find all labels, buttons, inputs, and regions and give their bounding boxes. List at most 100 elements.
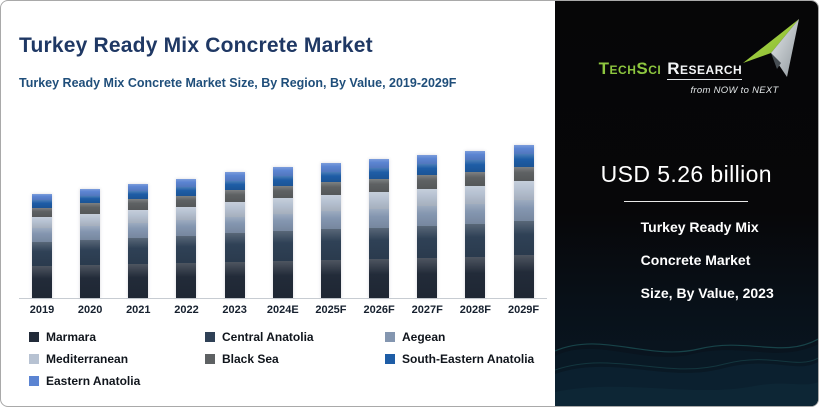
chart-section: Turkey Ready Mix Concrete Market Turkey … — [1, 1, 555, 406]
bar-segment-marmara — [176, 263, 197, 298]
stacked-bar-2022 — [176, 179, 197, 298]
brand-name-primary: TechSci — [598, 59, 662, 78]
legend-swatch — [205, 354, 215, 364]
bar-segment-black-sea — [32, 207, 52, 218]
x-axis-label: 2022 — [174, 304, 199, 316]
bar-segment-aegean — [80, 225, 101, 240]
chart-subtitle: Turkey Ready Mix Concrete Market Size, B… — [19, 76, 457, 90]
bar-segment-black-sea — [320, 182, 341, 196]
bar-segment-central-anatolia — [128, 238, 149, 265]
bar-segment-south-eastern-anatolia — [417, 163, 438, 176]
metric-caption-line: Size, By Value, 2023 — [640, 285, 774, 301]
plot-area — [19, 139, 547, 299]
wave-decoration — [554, 338, 818, 406]
bar-column — [165, 179, 207, 298]
bar-segment-marmara — [32, 266, 52, 298]
bar-segment-central-anatolia — [80, 239, 101, 266]
stacked-bar-2025f — [320, 162, 341, 298]
brand-name-secondary: Research — [667, 59, 743, 80]
legend-swatch — [385, 354, 395, 364]
legend-label: Marmara — [46, 330, 97, 344]
bar-segment-eastern-anatolia — [32, 193, 52, 201]
page-title: Turkey Ready Mix Concrete Market — [19, 34, 373, 57]
bar-segment-black-sea — [465, 172, 486, 186]
bar-column — [262, 167, 304, 298]
bar-segment-eastern-anatolia — [465, 151, 486, 161]
bar-segment-black-sea — [417, 175, 438, 189]
bar-segment-south-eastern-anatolia — [224, 180, 245, 190]
metric-divider — [624, 201, 749, 202]
bar-segment-central-anatolia — [369, 227, 390, 259]
stacked-bar-2026f — [369, 159, 390, 298]
bar-segment-central-anatolia — [224, 233, 245, 262]
bar-segment-marmara — [417, 257, 438, 298]
bar-segment-south-eastern-anatolia — [465, 160, 486, 173]
bar-segment-mediterranean — [80, 213, 101, 226]
bar-segment-central-anatolia — [272, 231, 293, 261]
bar-segment-eastern-anatolia — [176, 179, 197, 188]
stacked-bar-2027f — [417, 154, 438, 298]
bar-segment-marmara — [224, 262, 245, 298]
bar-segment-marmara — [272, 260, 293, 298]
metric-caption-line: Concrete Market — [640, 252, 751, 268]
bar-segment-mediterranean — [272, 198, 293, 214]
bar-segment-eastern-anatolia — [369, 159, 390, 169]
x-axis-label: 2024E — [266, 304, 299, 316]
bar-column — [358, 159, 400, 298]
legend-label: Central Anatolia — [222, 330, 314, 344]
legend-swatch — [385, 332, 395, 342]
bar-column — [406, 154, 448, 298]
bar-column — [69, 188, 111, 298]
x-axis-label: 2028F — [459, 304, 491, 316]
bar-segment-marmara — [465, 256, 486, 298]
bar-segment-eastern-anatolia — [320, 162, 341, 173]
metric-caption: Turkey Ready Mix Concrete Market Size, B… — [555, 211, 818, 310]
x-axis-label: 2021 — [126, 304, 151, 316]
brand-tagline: from NOW to NEXT — [690, 85, 779, 96]
stacked-bar-2028f — [465, 151, 486, 298]
brand-panel: TechSci Research from NOW to NEXT USD 5.2… — [554, 1, 818, 406]
bar-segment-central-anatolia — [513, 221, 534, 256]
stacked-bar-2023 — [224, 171, 245, 298]
bar-segment-marmara — [128, 264, 149, 298]
techsci-logo: TechSci Research from NOW to NEXT — [593, 17, 803, 121]
legend-item: Central Anatolia — [205, 330, 385, 344]
legend-swatch — [29, 354, 39, 364]
bar-segment-aegean — [32, 228, 52, 243]
bar-segment-aegean — [272, 213, 293, 232]
legend-swatch — [205, 332, 215, 342]
bar-segment-aegean — [320, 211, 341, 230]
bar-segment-mediterranean — [417, 188, 438, 207]
legend-item: Mediterranean — [29, 352, 205, 366]
bar-segment-central-anatolia — [320, 229, 341, 260]
bar-segment-mediterranean — [465, 185, 486, 204]
legend-item: Black Sea — [205, 352, 385, 366]
bar-segment-black-sea — [176, 195, 197, 207]
bar-column — [503, 144, 545, 298]
logo-arrow-icon — [742, 19, 799, 77]
bar-segment-eastern-anatolia — [80, 188, 101, 196]
bar-segment-black-sea — [224, 189, 245, 202]
stacked-bar-2021 — [128, 183, 149, 298]
bar-segment-central-anatolia — [32, 242, 52, 267]
x-axis-labels: 2019 2020 2021 2022 2023 2024E 2025F 2026F 2027F… — [19, 304, 547, 316]
bar-segment-black-sea — [272, 186, 293, 199]
bar-segment-south-eastern-anatolia — [32, 200, 52, 208]
bar-segment-south-eastern-anatolia — [513, 154, 534, 167]
legend-label: South-Eastern Anatolia — [402, 352, 535, 366]
bar-segment-mediterranean — [513, 181, 534, 201]
bar-column — [214, 171, 256, 298]
stacked-bar-2029f — [513, 144, 534, 298]
metric-caption-line: Turkey Ready Mix — [640, 219, 759, 235]
bar-segment-black-sea — [369, 179, 390, 193]
legend-label: Aegean — [402, 330, 446, 344]
bar-segment-aegean — [369, 209, 390, 228]
bar-segment-aegean — [224, 216, 245, 234]
bar-segment-marmara — [320, 259, 341, 298]
x-axis-label: 2026F — [363, 304, 395, 316]
bar-segment-mediterranean — [176, 206, 197, 221]
x-axis-label: 2023 — [222, 304, 247, 316]
bar-segment-black-sea — [80, 203, 101, 214]
bar-segment-south-eastern-anatolia — [272, 176, 293, 187]
